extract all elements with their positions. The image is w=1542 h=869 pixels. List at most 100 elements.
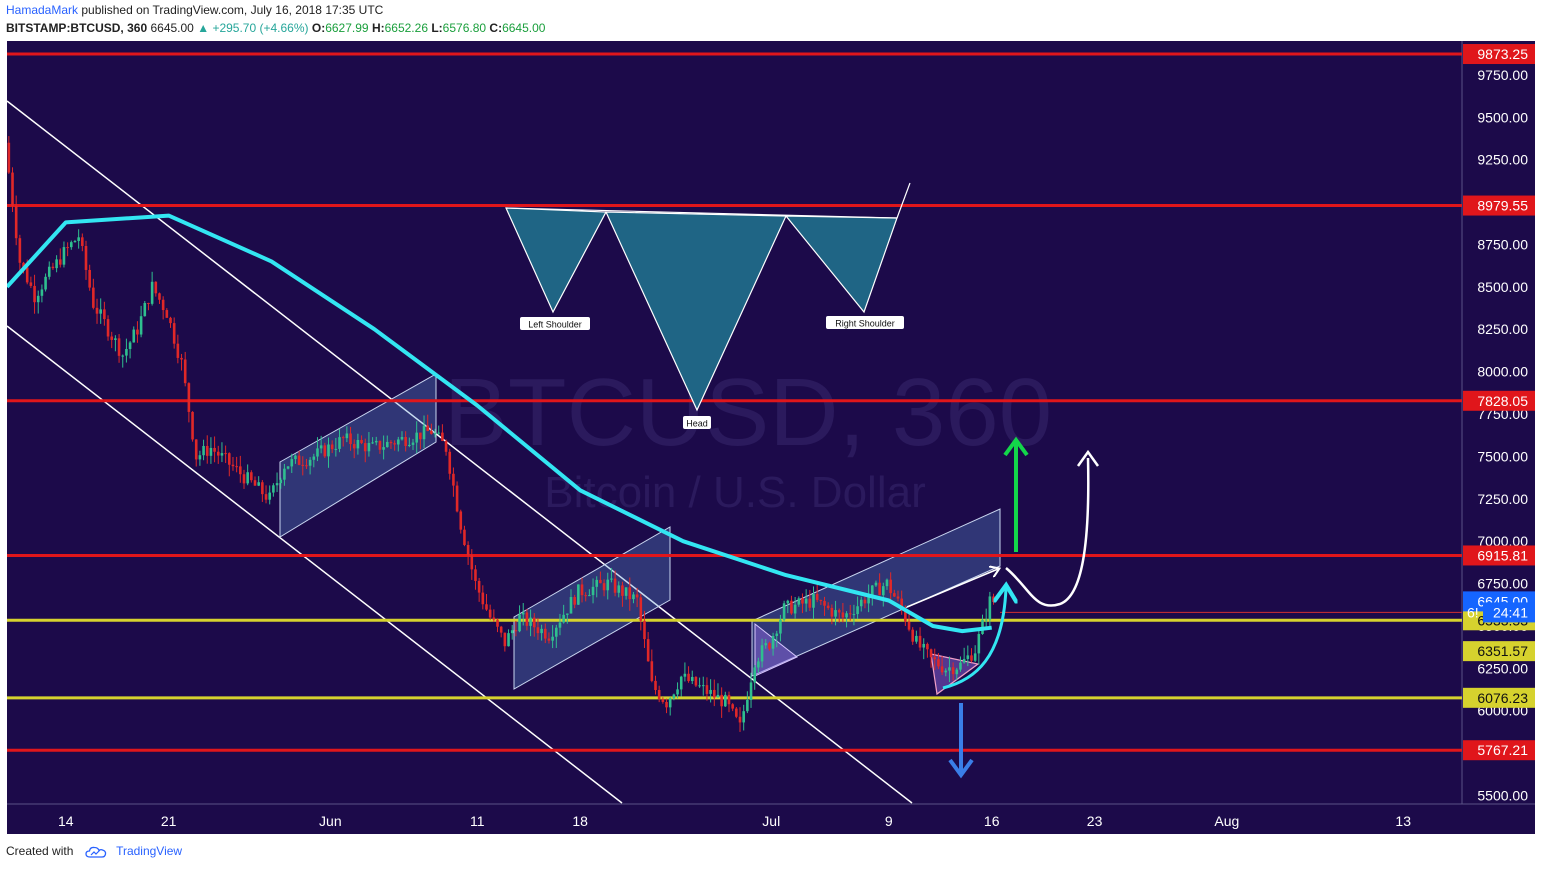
price-tag-bg xyxy=(1463,740,1535,761)
candle-body xyxy=(183,359,187,384)
candle-body xyxy=(937,659,940,667)
tradingview-link[interactable]: TradingView xyxy=(116,844,183,858)
candle-body xyxy=(584,595,587,597)
candle-body xyxy=(36,295,40,303)
candle-body xyxy=(341,437,345,439)
yellow-price-tag-bg xyxy=(1463,641,1535,662)
left-shoulder-label-bg xyxy=(520,317,590,330)
candle-body xyxy=(180,357,183,360)
candle-body xyxy=(327,444,330,457)
candle-body xyxy=(44,276,47,290)
candle-body xyxy=(845,613,848,618)
price-tick-label: 6750.00 xyxy=(1477,576,1528,592)
created-with-text: Created with xyxy=(6,844,74,858)
candle-body xyxy=(635,594,639,598)
candle-body xyxy=(194,439,198,460)
candle-body xyxy=(606,579,610,591)
candle-body xyxy=(577,584,580,605)
candle-body xyxy=(143,303,147,317)
candle-body xyxy=(231,464,235,467)
candle-body xyxy=(283,468,286,480)
candle-body xyxy=(940,666,944,673)
candle-body xyxy=(547,638,551,641)
candle-body xyxy=(485,604,488,610)
candle-body xyxy=(639,597,643,621)
candle-body xyxy=(518,614,521,632)
candle-body xyxy=(488,609,492,618)
candle-body xyxy=(330,444,334,450)
candle-body xyxy=(746,699,749,712)
candle-body xyxy=(378,440,382,450)
candle-body xyxy=(139,316,143,335)
candle-body xyxy=(970,655,973,661)
candle-body xyxy=(646,639,650,662)
candle-body xyxy=(610,578,613,580)
candle-body xyxy=(367,442,371,452)
partial-price-tag: 6! xyxy=(1467,604,1479,620)
rising-flag-1 xyxy=(279,373,437,538)
candle-body xyxy=(470,555,474,570)
candle-body xyxy=(499,626,503,633)
candle-body xyxy=(150,281,154,304)
candle-body xyxy=(698,685,701,687)
candle-body xyxy=(705,685,709,694)
time-tick-label: 23 xyxy=(1087,813,1103,829)
candle-body xyxy=(198,455,202,460)
time-tick-label: Jul xyxy=(762,813,780,829)
candle-body xyxy=(257,482,260,486)
candle-body xyxy=(385,441,389,448)
candle-body xyxy=(679,676,683,690)
candle-body xyxy=(992,596,995,603)
candle-body xyxy=(749,682,753,700)
candle-body xyxy=(514,630,518,632)
candle-body xyxy=(268,492,272,500)
head-label-bg xyxy=(683,416,711,429)
candle-body xyxy=(779,619,782,634)
candle-body xyxy=(239,466,242,475)
candle-body xyxy=(496,619,499,627)
candle-body xyxy=(532,617,536,628)
candle-body xyxy=(878,582,881,596)
candle-body xyxy=(624,587,628,596)
footer: Created with TradingView xyxy=(6,844,182,858)
candle-body xyxy=(893,593,896,597)
candle-body xyxy=(69,242,73,248)
time-tick-label: 13 xyxy=(1395,813,1411,829)
candle-body xyxy=(790,600,793,614)
candle-body xyxy=(889,579,892,594)
candle-body xyxy=(672,694,676,699)
close-label: C: xyxy=(489,21,503,35)
candle-body xyxy=(84,245,88,270)
candle-body xyxy=(793,604,797,614)
candle-body xyxy=(617,585,621,593)
price-tag-6915.81: 6915.81 xyxy=(1477,547,1528,563)
price-tick-label: 7000.00 xyxy=(1477,533,1528,549)
price-tick-label: 9500.00 xyxy=(1477,109,1528,125)
candle-body xyxy=(14,205,18,239)
candle-body xyxy=(984,619,988,621)
candle-body xyxy=(81,237,84,246)
candle-body xyxy=(562,614,565,623)
candle-body xyxy=(253,480,257,486)
price-tick-label: 7250.00 xyxy=(1477,491,1528,507)
candle-body xyxy=(58,259,62,265)
published-text: published on TradingView.com, July 16, 2… xyxy=(81,3,384,17)
countdown-tag: 24:41 xyxy=(1493,604,1528,620)
price-axis-area xyxy=(1462,41,1535,804)
candle-body xyxy=(459,511,463,530)
candle-body xyxy=(885,579,889,587)
candle-body xyxy=(830,607,834,617)
candle-body xyxy=(566,613,569,615)
candle-body xyxy=(654,680,657,691)
candle-body xyxy=(720,694,723,707)
candle-body xyxy=(768,643,771,649)
candle-body xyxy=(922,643,926,648)
ohlc-line: BITSTAMP:BTCUSD, 360 6645.00 ▲ +295.70 (… xyxy=(6,21,545,35)
candle-body xyxy=(507,633,510,647)
watermark-subtitle: Bitcoin / U.S. Dollar xyxy=(544,468,925,517)
candle-body xyxy=(782,603,786,620)
neckline xyxy=(505,207,898,219)
author-link[interactable]: HamadaMark xyxy=(6,3,79,17)
